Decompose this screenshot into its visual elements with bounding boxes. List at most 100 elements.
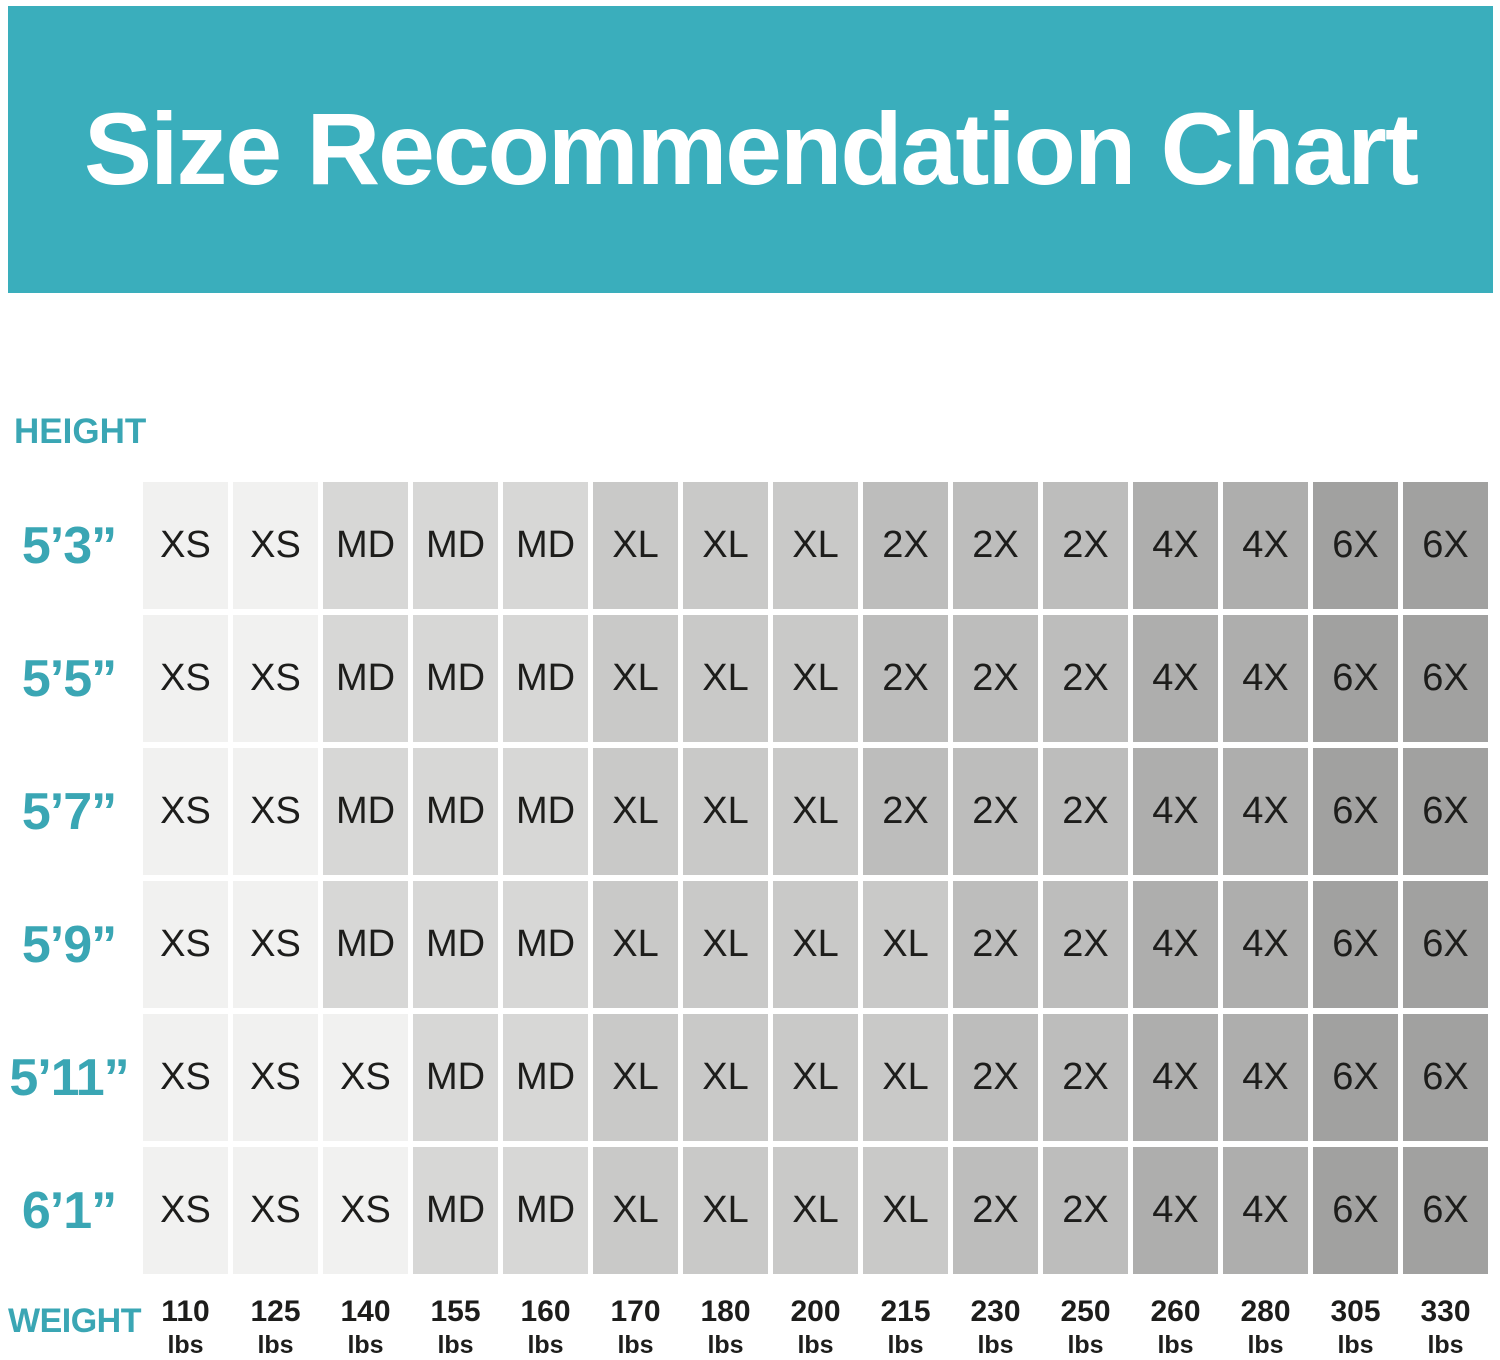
weight-col-label: 280 lbs (1223, 1292, 1308, 1360)
weight-col-label: 155 lbs (413, 1292, 498, 1360)
size-cell: XS (233, 615, 318, 742)
weight-unit: lbs (257, 1331, 294, 1359)
weight-value: 330 (1420, 1295, 1471, 1328)
size-cell: XS (233, 1014, 318, 1141)
weight-value: 250 (1060, 1295, 1111, 1328)
size-cell: 4X (1223, 482, 1308, 609)
weight-unit: lbs (1157, 1331, 1194, 1359)
size-cell: 2X (1043, 482, 1128, 609)
size-cell: XL (683, 881, 768, 1008)
size-cell: 2X (953, 482, 1038, 609)
size-cell: 6X (1403, 881, 1488, 1008)
size-cell: MD (503, 482, 588, 609)
size-cell: XS (323, 1014, 408, 1141)
size-cell: 6X (1313, 748, 1398, 875)
size-cell: MD (503, 748, 588, 875)
weight-col-label: 260 lbs (1133, 1292, 1218, 1360)
size-cell: 2X (863, 748, 948, 875)
size-cell: MD (413, 482, 498, 609)
size-cell: 6X (1403, 1014, 1488, 1141)
height-row-label: 5’5” (21, 649, 117, 708)
weight-unit: lbs (797, 1331, 834, 1359)
size-cell: 6X (1313, 1147, 1398, 1274)
size-cell: XL (773, 615, 858, 742)
weight-col-label: 140 lbs (323, 1292, 408, 1360)
size-cell: 2X (863, 482, 948, 609)
page-title: Size Recommendation Chart (84, 92, 1419, 206)
size-cell: MD (413, 1147, 498, 1274)
size-cell: 4X (1133, 748, 1218, 875)
size-cell: 4X (1223, 748, 1308, 875)
size-cell: 4X (1223, 1147, 1308, 1274)
weight-col-label: 170 lbs (593, 1292, 678, 1360)
weight-value: 180 (700, 1295, 751, 1328)
weight-col-label: 250 lbs (1043, 1292, 1128, 1360)
size-cell: 6X (1313, 881, 1398, 1008)
size-cell: XL (683, 748, 768, 875)
weight-unit: lbs (437, 1331, 474, 1359)
size-cell: XS (143, 1147, 228, 1274)
weight-col-label: 330 lbs (1403, 1292, 1488, 1360)
weight-col-label: 160 lbs (503, 1292, 588, 1360)
size-cell: 2X (1043, 1014, 1128, 1141)
size-cell: 6X (1403, 482, 1488, 609)
size-cell: MD (323, 615, 408, 742)
height-row-label: 6’1” (21, 1181, 117, 1240)
weight-axis-row: WEIGHT 110 lbs 125 lbs 140 lbs 155 lbs 160 lbs 170… (0, 1292, 1488, 1360)
size-cell: 6X (1313, 1014, 1398, 1141)
size-cell: 2X (1043, 615, 1128, 742)
weight-unit: lbs (527, 1331, 564, 1359)
size-cell: MD (503, 1014, 588, 1141)
size-cell: MD (503, 1147, 588, 1274)
weight-value: 155 (430, 1295, 481, 1328)
weight-unit: lbs (1337, 1331, 1374, 1359)
size-cell: XS (233, 881, 318, 1008)
height-row-label: 5’9” (21, 915, 117, 974)
size-cell: MD (413, 615, 498, 742)
height-row-label: 5’7” (21, 782, 117, 841)
weight-value: 305 (1330, 1295, 1381, 1328)
weight-value: 170 (610, 1295, 661, 1328)
weight-value: 200 (790, 1295, 841, 1328)
size-cell: MD (413, 881, 498, 1008)
weight-value: 230 (970, 1295, 1021, 1328)
size-cell: XL (683, 1014, 768, 1141)
size-cell: 2X (1043, 1147, 1128, 1274)
size-cell: MD (323, 748, 408, 875)
weight-unit: lbs (167, 1331, 204, 1359)
size-cell: XS (143, 1014, 228, 1141)
weight-col-label: 110 lbs (143, 1292, 228, 1360)
weight-value: 215 (880, 1295, 931, 1328)
weight-value: 110 (161, 1295, 210, 1328)
weight-col-label: 230 lbs (953, 1292, 1038, 1360)
size-cell: XL (593, 881, 678, 1008)
weight-value: 125 (250, 1295, 301, 1328)
title-banner: Size Recommendation Chart (8, 6, 1493, 293)
size-cell: 2X (1043, 748, 1128, 875)
size-cell: XL (863, 1014, 948, 1141)
size-cell: XS (143, 881, 228, 1008)
size-cell: XL (593, 748, 678, 875)
size-cell: 2X (953, 1014, 1038, 1141)
size-cell: 4X (1223, 1014, 1308, 1141)
size-cell: XS (143, 748, 228, 875)
weight-value: 140 (340, 1295, 391, 1328)
size-cell: 4X (1223, 881, 1308, 1008)
size-cell: MD (413, 748, 498, 875)
size-cell: 2X (953, 1147, 1038, 1274)
size-cell: 4X (1133, 881, 1218, 1008)
size-grid: 5’3” XS XS MD MD MD XL XL XL 2X 2X 2X 4X 4X 6X 6X 5’5” XS… (0, 482, 1488, 1274)
size-cell: 2X (863, 615, 948, 742)
size-cell: XL (593, 1014, 678, 1141)
weight-axis-label: WEIGHT (8, 1302, 141, 1340)
weight-value: 280 (1240, 1295, 1291, 1328)
size-cell: XL (863, 881, 948, 1008)
weight-unit: lbs (1067, 1331, 1104, 1359)
size-cell: 4X (1133, 1014, 1218, 1141)
size-cell: MD (503, 615, 588, 742)
size-cell: XL (683, 615, 768, 742)
weight-unit: lbs (707, 1331, 744, 1359)
weight-unit: lbs (1427, 1331, 1464, 1359)
height-row-label: 5’3” (21, 516, 117, 575)
size-cell: XL (773, 1014, 858, 1141)
